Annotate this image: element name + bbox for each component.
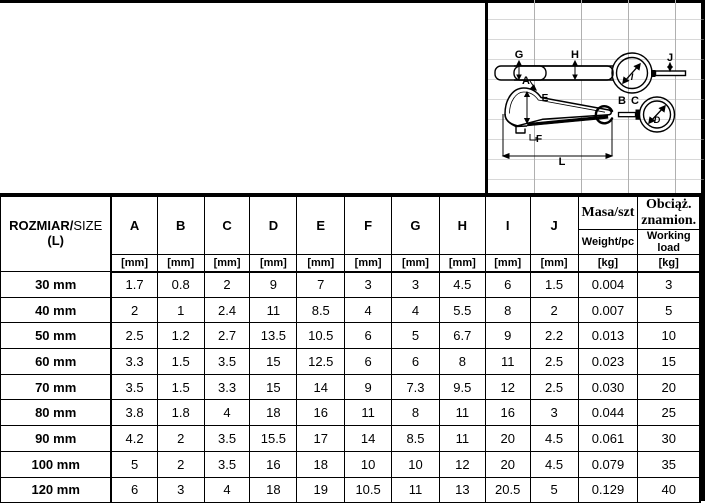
svg-text:B: B bbox=[618, 95, 626, 107]
svg-text:H: H bbox=[571, 49, 579, 61]
svg-text:F: F bbox=[536, 134, 542, 145]
svg-text:I: I bbox=[631, 72, 634, 82]
svg-text:L: L bbox=[559, 156, 566, 168]
svg-text:E: E bbox=[542, 93, 549, 104]
svg-text:D: D bbox=[654, 115, 661, 125]
svg-text:C: C bbox=[631, 95, 639, 107]
svg-text:G: G bbox=[515, 49, 524, 61]
svg-text:A: A bbox=[522, 75, 530, 87]
